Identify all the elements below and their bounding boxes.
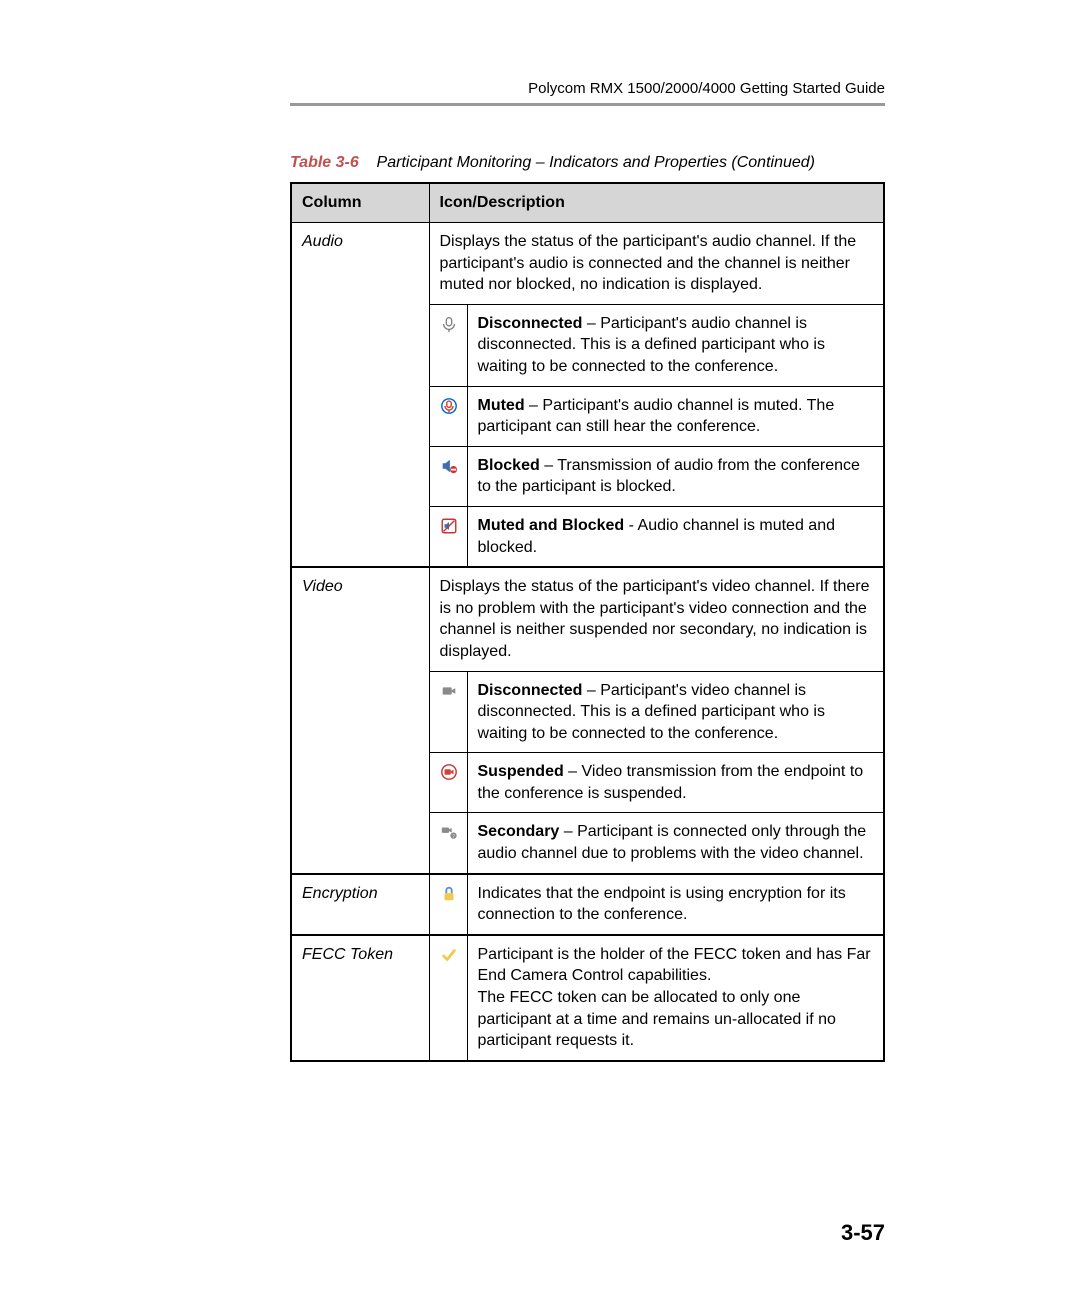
table-title: Participant Monitoring – Indicators and … bbox=[377, 154, 815, 171]
document-page: Polycom RMX 1500/2000/4000 Getting Start… bbox=[0, 0, 1080, 1306]
header-rule bbox=[290, 103, 885, 106]
row-label-audio: Audio bbox=[291, 223, 429, 305]
video-secondary-icon: ? bbox=[429, 813, 467, 874]
row-label-video: Video bbox=[291, 567, 429, 671]
table-number: Table 3-6 bbox=[290, 154, 359, 171]
video-suspended-text: Suspended – Video transmission from the … bbox=[467, 753, 884, 813]
audio-blocked-icon bbox=[429, 446, 467, 506]
col-header-desc: Icon/Description bbox=[429, 183, 884, 223]
audio-muted-icon bbox=[429, 386, 467, 446]
fecc-icon bbox=[429, 935, 467, 1061]
table-caption: Table 3-6 Participant Monitoring – Indic… bbox=[290, 154, 885, 172]
fecc-text: Participant is the holder of the FECC to… bbox=[467, 935, 884, 1061]
audio-mutedblocked-text: Muted and Blocked - Audio channel is mut… bbox=[467, 506, 884, 567]
audio-intro: Displays the status of the participant's… bbox=[429, 223, 884, 305]
video-secondary-text: Secondary – Participant is connected onl… bbox=[467, 813, 884, 874]
row-label-encryption: Encryption bbox=[291, 874, 429, 935]
table-header-row: Column Icon/Description bbox=[291, 183, 884, 223]
video-disconnected-icon bbox=[429, 671, 467, 753]
video-intro: Displays the status of the participant's… bbox=[429, 567, 884, 671]
audio-disconnected-icon bbox=[429, 304, 467, 386]
audio-mutedblocked-icon bbox=[429, 506, 467, 567]
row-label-fecc: FECC Token bbox=[291, 935, 429, 1061]
page-header: Polycom RMX 1500/2000/4000 Getting Start… bbox=[290, 80, 885, 97]
encryption-text: Indicates that the endpoint is using enc… bbox=[467, 874, 884, 935]
audio-disconnected-text: Disconnected – Participant's audio chann… bbox=[467, 304, 884, 386]
properties-table: Column Icon/Description Audio Displays t… bbox=[290, 182, 885, 1062]
audio-blocked-text: Blocked – Transmission of audio from the… bbox=[467, 446, 884, 506]
video-suspended-icon bbox=[429, 753, 467, 813]
page-number: 3-57 bbox=[841, 1220, 885, 1246]
col-header-column: Column bbox=[291, 183, 429, 223]
encryption-icon bbox=[429, 874, 467, 935]
audio-muted-text: Muted – Participant's audio channel is m… bbox=[467, 386, 884, 446]
video-disconnected-text: Disconnected – Participant's video chann… bbox=[467, 671, 884, 753]
